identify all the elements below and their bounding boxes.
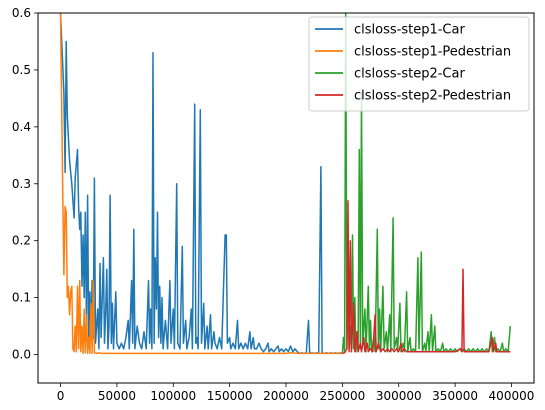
y-tick-label: 0.4 <box>12 120 31 134</box>
y-tick-label: 0.1 <box>12 291 31 305</box>
x-tick-label: 0 <box>57 389 65 403</box>
x-tick-label: 350000 <box>432 389 478 403</box>
y-tick-label: 0.5 <box>12 63 31 77</box>
legend-label: clsloss-step2-Car <box>354 67 465 82</box>
legend: clsloss-step1-Car clsloss-step1-Pedestria… <box>308 16 530 112</box>
legend-box <box>308 16 530 112</box>
x-tick-label: 150000 <box>207 389 253 403</box>
x-tick-label: 50000 <box>98 389 136 403</box>
series-line-2 <box>341 13 512 354</box>
series-line-0 <box>59 13 343 355</box>
y-tick-label: 0.3 <box>12 177 31 191</box>
x-axis: 0 50000 100000 150000 200000 250000 300000 3500… <box>57 383 535 403</box>
x-tick-label: 400000 <box>489 389 535 403</box>
legend-label: clsloss-step1-Pedestrian <box>354 45 511 60</box>
y-axis: 0.0 0.1 0.2 0.3 0.4 0.5 0.6 <box>12 6 38 362</box>
x-tick-label: 250000 <box>319 389 365 403</box>
y-tick-label: 0.2 <box>12 234 31 248</box>
y-tick-label: 0.6 <box>12 6 31 20</box>
x-tick-label: 100000 <box>150 389 196 403</box>
y-tick-label: 0.0 <box>12 348 31 362</box>
series-line-3 <box>342 200 511 355</box>
legend-label: clsloss-step2-Pedestrian <box>354 89 511 104</box>
x-tick-label: 200000 <box>263 389 309 403</box>
x-tick-label: 300000 <box>376 389 422 403</box>
series-layer <box>59 13 512 355</box>
series-line-1 <box>59 13 343 355</box>
legend-label: clsloss-step1-Car <box>354 23 465 38</box>
